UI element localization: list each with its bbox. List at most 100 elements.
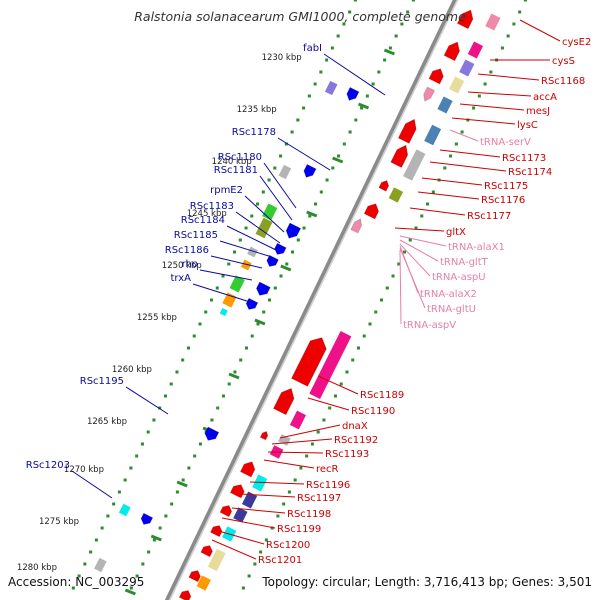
gene-label-RSc1173: RSc1173 [502, 153, 546, 164]
gene-label-tRNA-alaX1: tRNA-alaX1 [448, 242, 505, 253]
dotted-track-inner [170, 502, 174, 506]
gene-arrow-forward [390, 144, 409, 169]
dotted-track-inner [406, 10, 410, 14]
dotted-track-right [489, 70, 493, 74]
dotted-track-left [163, 394, 167, 398]
map-title: Ralstonia solanacearum GMI1000, complete… [134, 9, 466, 24]
leader-line-right [394, 227, 445, 232]
tick-mark [280, 264, 292, 272]
dotted-track-left [215, 286, 219, 290]
gene-box-reverse [324, 80, 338, 96]
dotted-track-right [385, 286, 389, 290]
dotted-track-inner [360, 106, 364, 110]
gene-box-forward-shape [424, 124, 442, 146]
kbp-tick-label: 1270 kbp [64, 465, 104, 475]
gene-box-reverse-shape [219, 307, 228, 317]
dotted-track-right [449, 154, 453, 158]
dotted-track-right [241, 586, 245, 590]
dotted-track-left [83, 562, 87, 566]
dotted-track-inner [244, 346, 248, 350]
gene-arrow-reverse [274, 242, 287, 256]
dotted-track-right [282, 502, 286, 506]
leader-line-right [429, 161, 507, 172]
dotted-track-inner [285, 262, 289, 266]
gene-box-forward-shape [485, 13, 501, 31]
gene-arrow-forward-shape [378, 179, 390, 192]
leader-line-right [317, 375, 359, 395]
gene-label-recR: recR [316, 464, 339, 475]
dotted-track-left [296, 118, 300, 122]
dotted-track-left [123, 478, 127, 482]
dotted-track-right [403, 250, 407, 254]
dotted-track-left [135, 454, 139, 458]
dotted-track-right [408, 238, 412, 242]
leader-line-right [399, 249, 402, 325]
gene-label-RSc1198: RSc1198 [287, 509, 331, 520]
dotted-track-left [204, 310, 208, 314]
dotted-track-right [287, 490, 291, 494]
gene-label-RSc1203: RSc1203 [26, 460, 70, 471]
dotted-track-left [158, 406, 162, 410]
gene-arrow-reverse-shape [274, 242, 287, 256]
gene-arrow-reverse [204, 426, 220, 441]
gene-arrow-forward [378, 179, 390, 192]
dotted-track-inner [411, 0, 415, 2]
gene-label-RSc1189: RSc1189 [360, 390, 404, 401]
dotted-track-inner [216, 406, 220, 410]
leader-line-left [259, 175, 293, 221]
dotted-track-right [253, 562, 257, 566]
gene-label-RSc1177: RSc1177 [467, 211, 511, 222]
gene-label-RSc1193: RSc1193 [325, 449, 369, 460]
backbone-line [164, 0, 459, 600]
leader-line-right [399, 239, 439, 262]
dotted-track-right [500, 46, 504, 50]
gene-box-reverse-shape [247, 246, 258, 258]
leader-line-left [199, 269, 253, 281]
leader-line-right [467, 91, 532, 97]
dotted-track-right [270, 526, 274, 530]
gene-arrow-forward [443, 41, 461, 62]
gene-box-forward-shape [233, 507, 248, 523]
gene-label-RSc1175: RSc1175 [484, 181, 528, 192]
dotted-track-right [351, 358, 355, 362]
dotted-track-right [380, 298, 383, 302]
gene-arrow-forward-shape [200, 544, 214, 558]
dotted-track-inner [152, 538, 156, 542]
dotted-track-left [302, 106, 306, 110]
gene-arrow-forward [428, 68, 444, 85]
dotted-track-inner [250, 334, 254, 338]
gene-label-fabI: fabI [303, 43, 322, 54]
dotted-track-right [333, 394, 337, 398]
dotted-track-left [71, 586, 75, 590]
gene-arrow-forward [188, 569, 202, 583]
gene-arrow-reverse-shape [266, 254, 280, 268]
leader-line-right [221, 517, 276, 529]
leader-line-right [477, 73, 540, 81]
dotted-track-left [261, 190, 265, 194]
gene-box-forward-shape [388, 187, 404, 203]
gene-label-RSc1178: RSc1178 [232, 127, 276, 138]
gene-label-lysC: lysC [517, 120, 538, 131]
dotted-track-left [284, 142, 288, 146]
gene-label-RSc1176: RSc1176 [481, 195, 525, 206]
leader-line-right [459, 103, 525, 111]
dotted-track-inner [135, 574, 139, 578]
gene-box-reverse [262, 203, 278, 221]
dotted-track-left [146, 430, 150, 434]
gene-label-trxA: trxA [170, 273, 191, 284]
dotted-track-right [391, 274, 395, 278]
kbp-tick-label: 1250 kbp [162, 261, 202, 271]
dotted-track-inner [365, 94, 369, 98]
leader-line-right [399, 247, 426, 309]
leader-line-right [249, 481, 305, 485]
gene-arrow-forward [363, 203, 380, 220]
gene-label-RSc1168: RSc1168 [541, 76, 585, 87]
kbp-tick-label: 1235 kbp [237, 105, 277, 115]
dotted-track-right [420, 214, 424, 218]
dotted-track-right [477, 94, 481, 98]
gene-arrow-forward [272, 387, 295, 416]
gene-label-RSc1199: RSc1199 [277, 524, 321, 535]
gene-arrow-reverse [303, 163, 317, 178]
gene-box-forward-shape [459, 59, 475, 77]
gene-label-rho: rho [182, 259, 198, 270]
